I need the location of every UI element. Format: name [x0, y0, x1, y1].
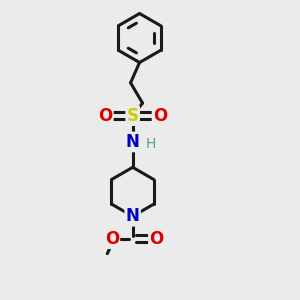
Text: O: O — [153, 107, 167, 125]
Text: S: S — [127, 107, 139, 125]
Text: O: O — [149, 230, 164, 248]
Text: N: N — [126, 133, 140, 151]
Text: O: O — [98, 107, 112, 125]
Text: H: H — [146, 137, 156, 151]
Text: O: O — [105, 230, 119, 248]
Text: N: N — [126, 207, 140, 225]
